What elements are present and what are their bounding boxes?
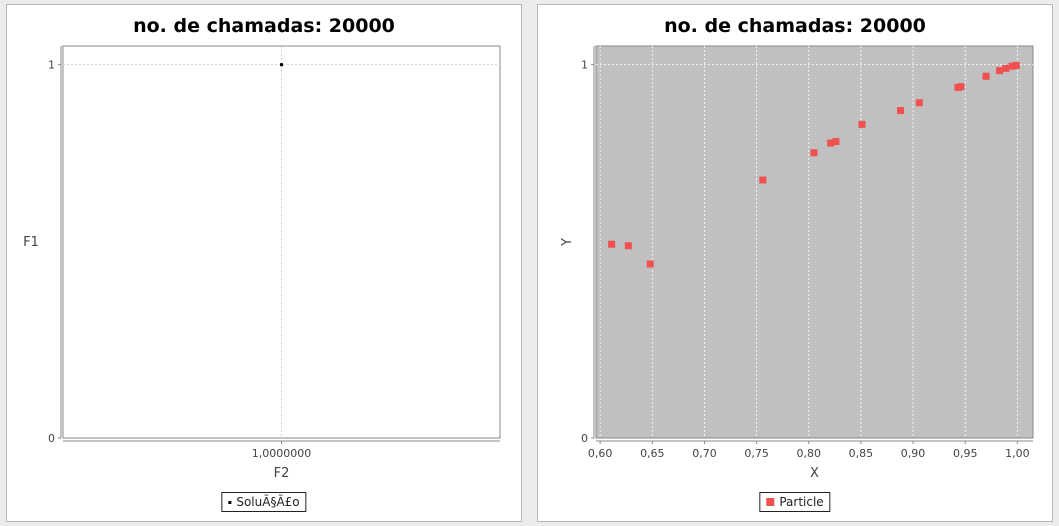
x-tick-label: 0,95: [953, 447, 978, 460]
data-point[interactable]: [897, 107, 905, 115]
y-tick-label: 0: [581, 432, 588, 445]
x-tick-label: 0,75: [744, 447, 769, 460]
data-point[interactable]: [608, 240, 616, 248]
y-tick-label: 1: [581, 59, 588, 72]
x-tick-label: 0,90: [901, 447, 926, 460]
data-point[interactable]: [915, 99, 923, 107]
legend-label: SoluÃ§Ã£o: [236, 495, 300, 509]
data-point[interactable]: [858, 120, 866, 128]
data-point[interactable]: [1002, 64, 1010, 72]
y-tick-label: 1: [48, 59, 55, 72]
data-point[interactable]: [624, 242, 632, 250]
data-point[interactable]: [646, 260, 654, 268]
legend: Particle: [759, 492, 831, 512]
legend-marker: [228, 500, 232, 504]
x-tick-label: 0,60: [588, 447, 613, 460]
y-axis-label: F1: [23, 235, 39, 250]
data-point[interactable]: [759, 176, 767, 184]
legend-marker: [766, 498, 775, 506]
x-axis-label: F2: [274, 466, 290, 481]
data-point[interactable]: [280, 63, 283, 67]
data-point[interactable]: [827, 139, 835, 147]
data-point[interactable]: [810, 149, 818, 157]
y-axis-label: Y: [560, 238, 575, 247]
chart-title: no. de chamadas: 20000: [133, 15, 395, 37]
y-tick-label: 0: [48, 432, 55, 445]
data-point[interactable]: [957, 83, 965, 91]
data-point[interactable]: [982, 72, 990, 80]
legend: SoluÃ§Ã£o: [221, 492, 307, 512]
scatter-chart-right[interactable]: 0 1 0,60 0,65 0,70 0,75 0,80 0,85 0,90 0,95 1,00 X Y: [538, 5, 1054, 523]
data-point[interactable]: [832, 138, 840, 146]
chart-title: no. de chamadas: 20000: [664, 15, 926, 37]
data-point[interactable]: [1012, 61, 1020, 69]
x-tick-label: 1,0000000: [252, 447, 312, 460]
x-tick-label: 0,70: [692, 447, 717, 460]
x-tick-label: 0,65: [640, 447, 665, 460]
x-tick-label: 1,00: [1005, 447, 1030, 460]
data-point[interactable]: [996, 67, 1004, 75]
x-tick-label: 0,85: [849, 447, 874, 460]
x-axis-label: X: [810, 466, 819, 481]
chart-panel-right: no. de chamadas: 20000 0 1 0,60 0,65 0,70 0,7…: [537, 4, 1053, 522]
plot-area: [595, 45, 1034, 439]
x-tick-label: 0,80: [797, 447, 822, 460]
chart-panel-left: no. de chamadas: 20000 0 1 1,0000000 F2 F1 S…: [6, 4, 522, 522]
legend-label: Particle: [779, 495, 824, 509]
scatter-chart-left[interactable]: 0 1 1,0000000 F2 F1: [7, 5, 523, 523]
data-point[interactable]: [1008, 62, 1016, 70]
